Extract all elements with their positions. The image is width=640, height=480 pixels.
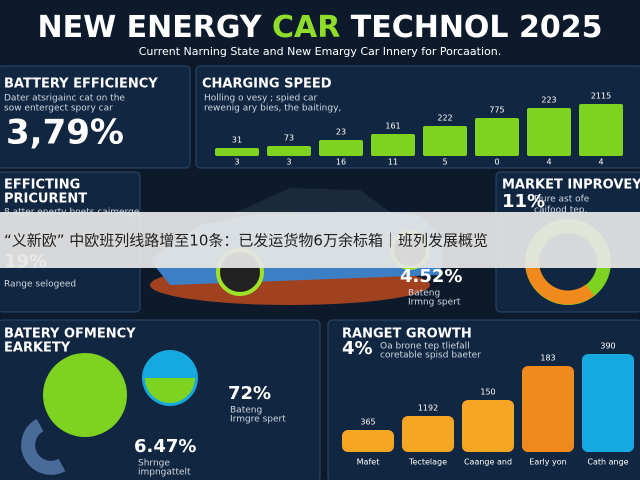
panel-title: BATERY OFMENCY xyxy=(4,327,136,342)
subtitle: Current Narning State and New Emargy Car… xyxy=(139,45,502,58)
category-label: Caange and xyxy=(464,458,512,467)
value: 4% xyxy=(342,338,373,359)
text: caifood tep. xyxy=(534,206,587,216)
banner xyxy=(0,212,640,268)
bar xyxy=(527,108,571,156)
bar-label: 4 xyxy=(598,158,603,167)
bar-label: 183 xyxy=(540,354,555,363)
bar xyxy=(402,416,454,452)
bar-label: 16 xyxy=(336,158,346,167)
range-bars: 365 Mafet 1192 Tectelage 150 Caange and 183 Ear… xyxy=(342,342,634,467)
text: Irmgre spert xyxy=(230,415,286,425)
bar-label: 3 xyxy=(234,158,239,167)
text: Bateng xyxy=(230,406,262,416)
bar-label: 1192 xyxy=(418,404,438,413)
text: Bateng xyxy=(408,289,440,299)
circle-half xyxy=(145,378,195,403)
value: 11% xyxy=(502,191,545,212)
category-label: Early yon xyxy=(529,458,566,467)
value: 72% xyxy=(228,383,271,404)
text: Shrnge xyxy=(138,459,170,469)
bar-label: 390 xyxy=(600,342,615,351)
bar-label: 23 xyxy=(336,128,346,137)
bar-label: 3 xyxy=(286,158,291,167)
text: impngattelt xyxy=(138,468,191,478)
value: 6.47% xyxy=(134,436,196,457)
bar xyxy=(423,126,467,156)
category-label: Cath ange xyxy=(587,458,628,467)
text: Range selogeed xyxy=(4,280,76,290)
bar-label: 161 xyxy=(385,122,400,131)
bar-label: 73 xyxy=(284,134,294,143)
category-label: Tectelage xyxy=(408,458,447,467)
title: NEW ENERGY CAR TECHNOL 2025 xyxy=(37,10,602,45)
circle xyxy=(43,353,127,437)
panel-title: EFFICTING xyxy=(4,178,80,193)
panel-title: BATTERY EFFICIENCY xyxy=(4,77,158,92)
bar xyxy=(522,366,574,452)
bar xyxy=(267,146,311,156)
bar xyxy=(462,400,514,452)
bar xyxy=(371,134,415,156)
charging-bars: 31 3 73 3 23 16 161 11 222 5 775 0 223 4 2115 4 xyxy=(215,92,623,167)
text: rewenig ary bies, the baitingy, xyxy=(204,104,341,114)
text: Irmng spert xyxy=(408,298,461,308)
value: 3,79% xyxy=(6,113,124,153)
panel-title: PRICURENT xyxy=(4,192,87,207)
text: Dater atsrigainc cat on the xyxy=(4,94,125,104)
bar xyxy=(215,148,259,156)
bar-label: 223 xyxy=(541,96,556,105)
bar xyxy=(319,140,363,156)
bar xyxy=(579,104,623,156)
text: coretable spisd baeter xyxy=(380,351,481,361)
bar-label: 0 xyxy=(494,158,499,167)
bar-label: 365 xyxy=(360,418,375,427)
bar-label: 775 xyxy=(489,106,504,115)
bar-label: 222 xyxy=(437,114,452,123)
bar-label: 4 xyxy=(546,158,551,167)
text: Dure ast ofe xyxy=(534,195,590,205)
category-label: Mafet xyxy=(357,458,380,467)
magnet xyxy=(21,418,66,475)
panel-title: EARKETY xyxy=(4,341,71,356)
bar xyxy=(342,430,394,452)
panel-title: MARKET INPROVEY xyxy=(502,178,640,193)
bar xyxy=(582,354,634,452)
bar-label: 150 xyxy=(480,388,495,397)
panel-title: CHARGING SPEED xyxy=(202,77,332,92)
bar-label: 11 xyxy=(388,158,398,167)
bar xyxy=(475,118,519,156)
banner-text: “义新欧” 中欧班列线路增至10条：已发运货物6万余标箱｜班列发展概览 xyxy=(4,232,488,250)
text: Holling o vesy ; spied car xyxy=(204,94,318,104)
bar-label: 2115 xyxy=(591,92,611,101)
bar-label: 5 xyxy=(442,158,447,167)
text: sow entergect spory car xyxy=(4,104,113,114)
text: Oa brone tep tliefall xyxy=(380,342,470,352)
donut-segment xyxy=(525,261,595,305)
panel-title: RANGET GROWTH xyxy=(342,327,472,342)
bar-label: 31 xyxy=(232,136,242,145)
car-cabin xyxy=(230,188,390,215)
value: 4.52% xyxy=(400,266,462,287)
